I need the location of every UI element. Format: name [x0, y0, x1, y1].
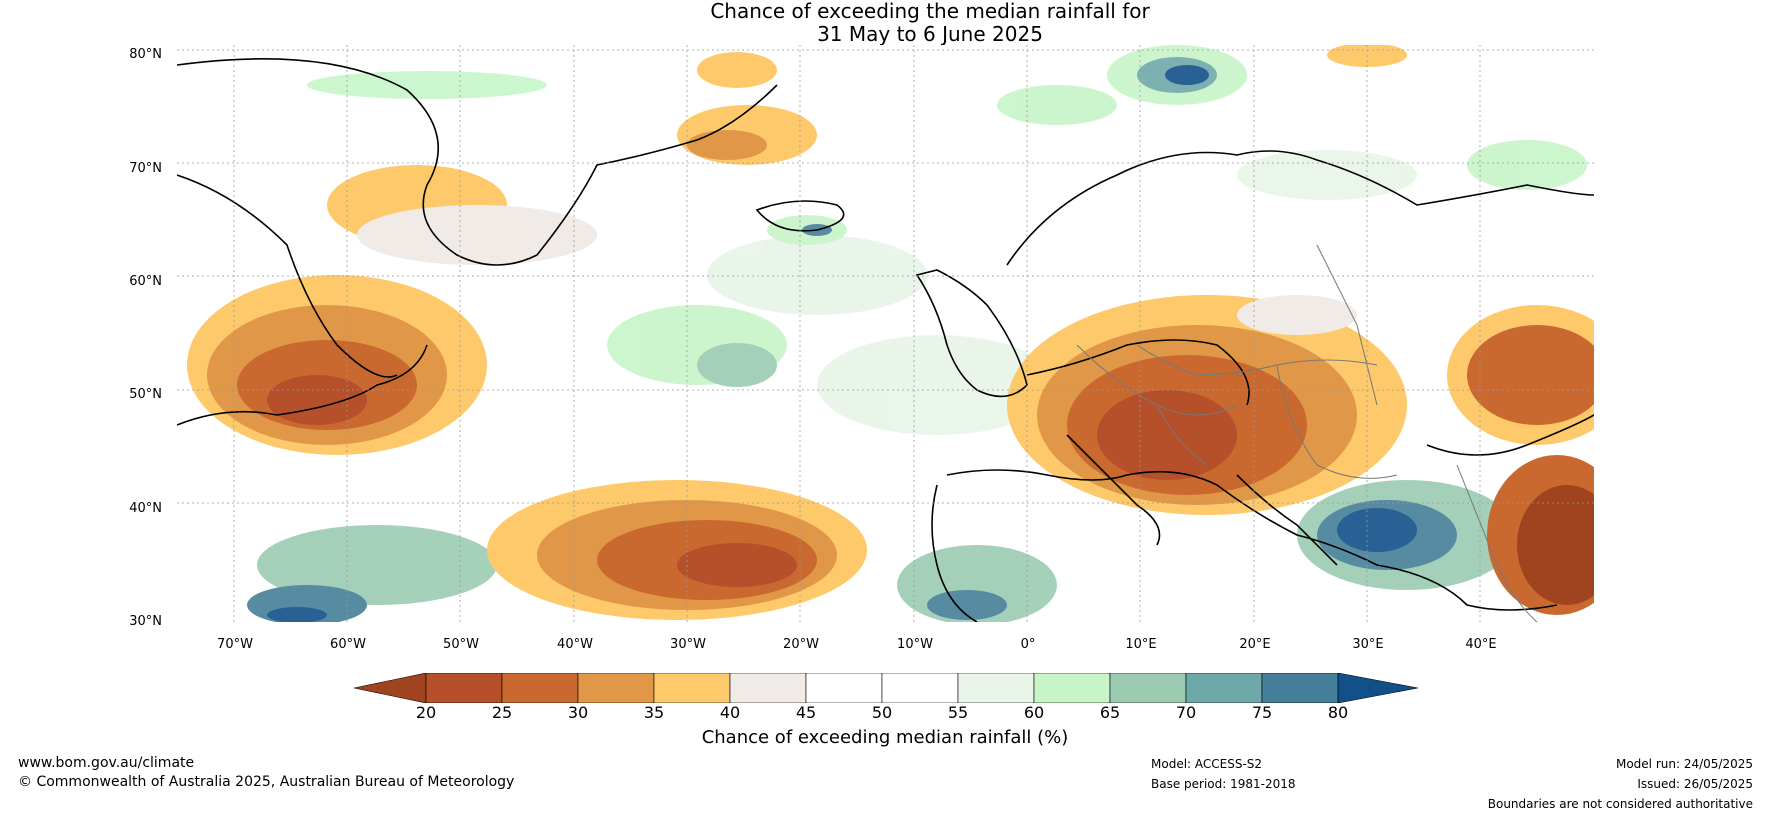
colorbar-tick-label: 40 [719, 703, 741, 722]
colorbar-tick-label: 65 [1099, 703, 1121, 722]
lat-label-70n: 70°N [129, 161, 162, 176]
footer-model-run: Model run: 24/05/2025 [1615, 757, 1753, 771]
map-title-line2: 31 May to 6 June 2025 [817, 22, 1043, 46]
lat-label-30n: 30°N [129, 614, 162, 629]
footer-website: www.bom.gov.au/climate [18, 755, 195, 771]
lon-label-70w: 70°W [217, 637, 253, 652]
colorbar-band [805, 673, 883, 703]
colorbar-tick-label: 25 [491, 703, 513, 722]
colorbar-band [1109, 673, 1187, 703]
colorbar-extend-high [1337, 673, 1418, 703]
colorbar-band [653, 673, 731, 703]
colorbar-band [501, 673, 579, 703]
colorbar-tick-label: 80 [1327, 703, 1349, 722]
colorbar [354, 673, 1418, 703]
footer-issued: Issued: 26/05/2025 [1637, 777, 1753, 791]
colorbar-extend-low [354, 673, 427, 703]
colorbar-tick-label: 20 [415, 703, 437, 722]
colorbar-band [1185, 673, 1263, 703]
lon-label-20e: 20°E [1239, 637, 1271, 652]
lat-label-60n: 60°N [129, 274, 162, 289]
footer-model: Model: ACCESS-S2 [1151, 757, 1263, 771]
colorbar-tick-label: 55 [947, 703, 969, 722]
lon-label-30e: 30°E [1352, 637, 1384, 652]
lon-label-30w: 30°W [670, 637, 706, 652]
lon-label-0: 0° [1020, 637, 1036, 652]
colorbar-tick-label: 30 [567, 703, 589, 722]
rainfall-map-svg [177, 45, 1594, 622]
lon-label-10w: 10°W [897, 637, 933, 652]
colorbar-cells [354, 673, 1418, 703]
lon-label-40w: 40°W [557, 637, 593, 652]
colorbar-tick-label: 70 [1175, 703, 1197, 722]
footer-disclaimer: Boundaries are not considered authoritat… [1487, 797, 1753, 811]
colorbar-band [729, 673, 807, 703]
lon-label-20w: 20°W [783, 637, 819, 652]
colorbar-tick-label: 50 [871, 703, 893, 722]
colorbar-band [881, 673, 959, 703]
lon-label-50w: 50°W [443, 637, 479, 652]
colorbar-band [957, 673, 1035, 703]
colorbar-band [577, 673, 655, 703]
colorbar-band [425, 673, 503, 703]
colorbar-tick-label: 45 [795, 703, 817, 722]
lat-label-40n: 40°N [129, 501, 162, 516]
colorbar-tick-label: 75 [1251, 703, 1273, 722]
lat-label-50n: 50°N [129, 387, 162, 402]
footer-base-period: Base period: 1981-2018 [1151, 777, 1296, 791]
colorbar-band [1033, 673, 1111, 703]
colorbar-tick-label: 60 [1023, 703, 1045, 722]
colorbar-tick-label: 35 [643, 703, 665, 722]
lon-label-60w: 60°W [330, 637, 366, 652]
rainfall-map [177, 45, 1594, 622]
colorbar-label: Chance of exceeding median rainfall (%) [701, 727, 1069, 748]
lon-label-40e: 40°E [1465, 637, 1497, 652]
lon-label-10e: 10°E [1125, 637, 1157, 652]
colorbar-band [1261, 673, 1339, 703]
footer-copyright: © Commonwealth of Australia 2025, Austra… [18, 774, 515, 790]
lat-label-80n: 80°N [129, 47, 162, 62]
map-title-line1: Chance of exceeding the median rainfall … [710, 0, 1150, 23]
